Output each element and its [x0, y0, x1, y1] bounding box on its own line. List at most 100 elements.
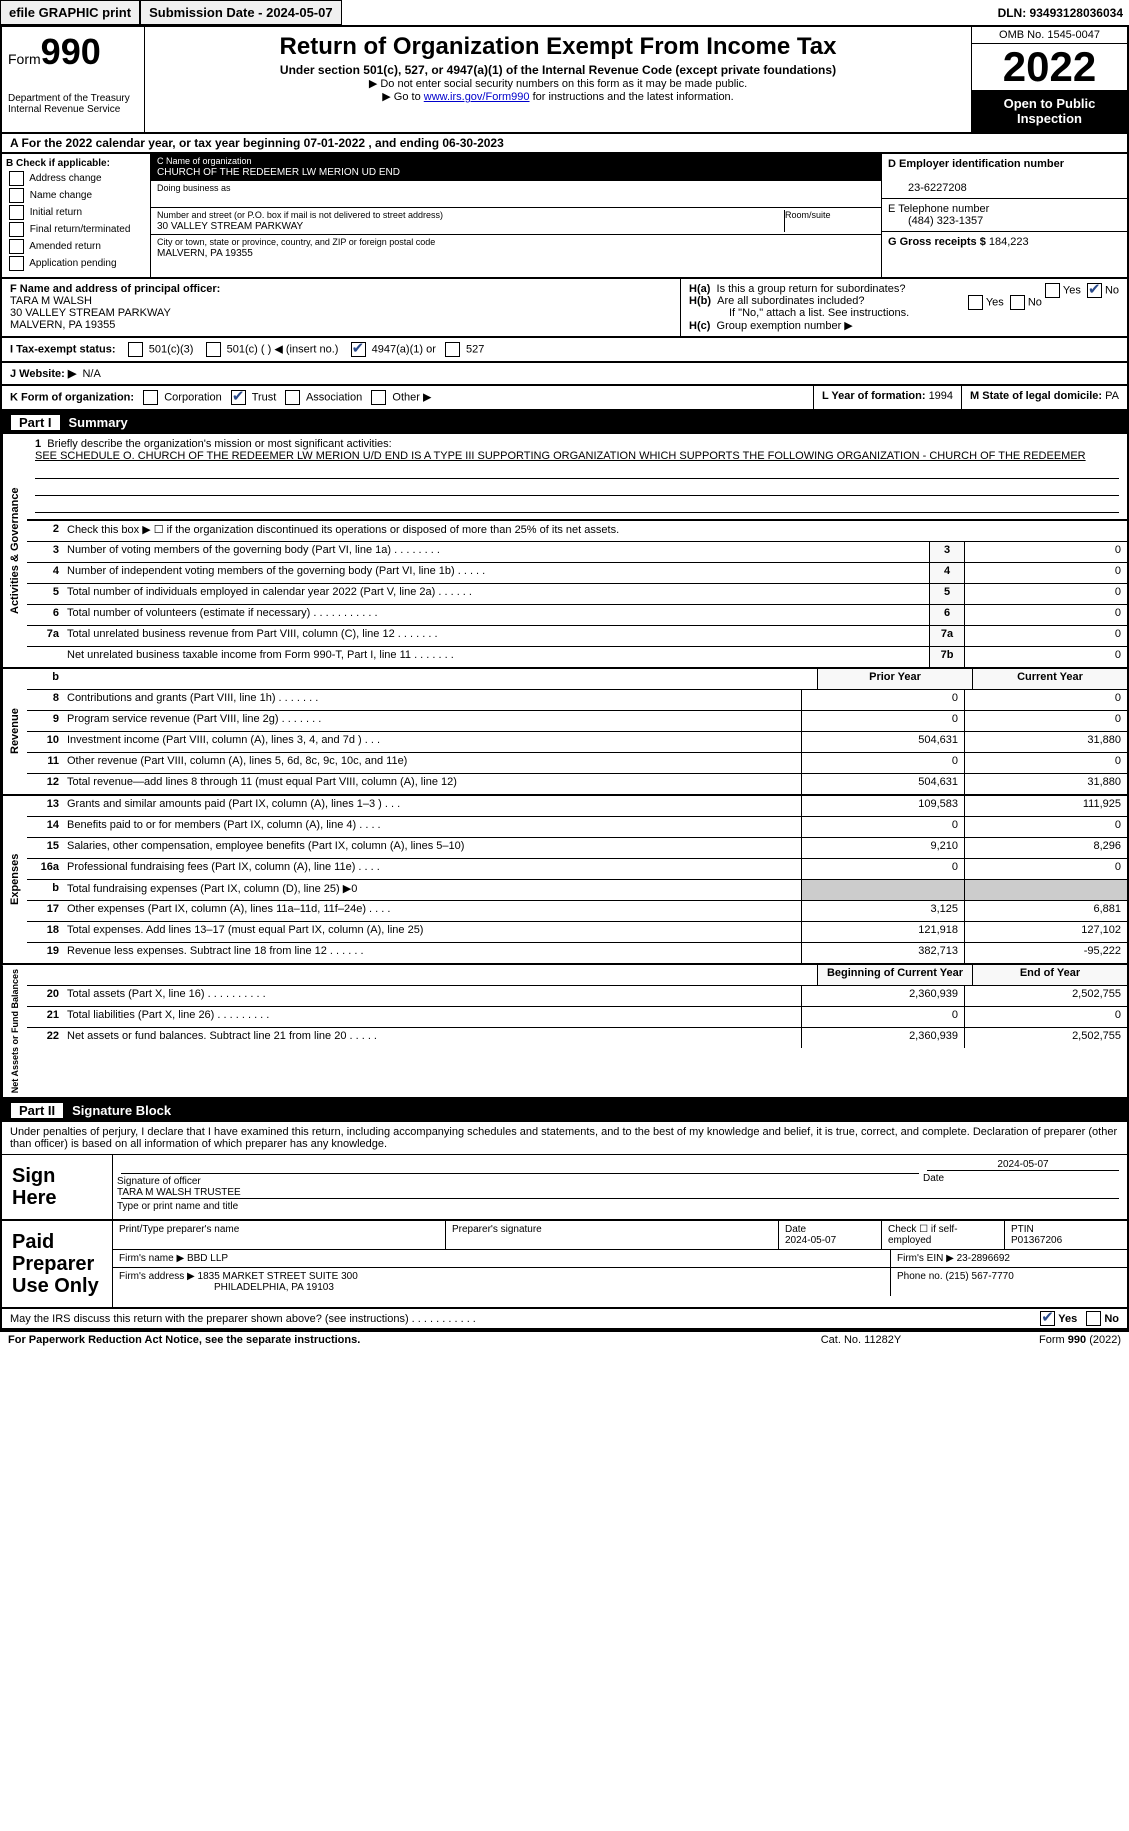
cb-assoc[interactable] [285, 390, 300, 405]
opt-501c3: 501(c)(3) [149, 343, 194, 355]
cb-label: Name change [30, 190, 92, 201]
opt-4947: 4947(a)(1) or [372, 343, 436, 355]
phone-label: Phone no. [897, 1271, 943, 1282]
ln: 15 [27, 838, 63, 858]
paid-preparer-block: Paid Preparer Use Only Print/Type prepar… [2, 1220, 1127, 1307]
sig-name-title: TARA M WALSH TRUSTEE [117, 1187, 1123, 1198]
desc: Total assets (Part X, line 16) . . . . .… [63, 986, 801, 1006]
addr-label: Number and street (or P.O. box if mail i… [157, 210, 443, 220]
desc: Revenue less expenses. Subtract line 18 … [63, 943, 801, 963]
checkbox-final-return[interactable] [9, 222, 24, 237]
ln: 9 [27, 711, 63, 731]
ha-no-checkbox[interactable] [1087, 283, 1102, 298]
org-name-label: C Name of organization [157, 156, 252, 166]
section-c: C Name of organization CHURCH OF THE RED… [151, 154, 881, 277]
begin-val: 0 [801, 1007, 964, 1027]
firm-name-label: Firm's name ▶ [119, 1253, 184, 1264]
desc: Other revenue (Part VIII, column (A), li… [63, 753, 801, 773]
curr-val: 0 [964, 817, 1127, 837]
omb-number: OMB No. 1545-0047 [972, 27, 1127, 44]
sig-date: 2024-05-07 [923, 1159, 1123, 1170]
cb-4947[interactable] [351, 342, 366, 357]
website-value: N/A [82, 368, 100, 380]
ln: 4 [27, 563, 63, 583]
checkbox-amended[interactable] [9, 239, 24, 254]
prep-date-label: Date [785, 1224, 806, 1235]
sect-m-label: M State of legal domicile: [970, 390, 1102, 402]
form-subtitle: Under section 501(c), 527, or 4947(a)(1)… [149, 63, 967, 77]
sign-here-label: Sign Here [2, 1155, 113, 1219]
curr-val: 0 [964, 711, 1127, 731]
hc-text: Group exemption number ▶ [717, 320, 853, 332]
cb-501c[interactable] [206, 342, 221, 357]
curr-val: 111,925 [964, 796, 1127, 816]
part2-num: Part II [10, 1102, 64, 1119]
netassets-section: Net Assets or Fund Balances Beginning of… [0, 965, 1129, 1099]
cb-trust[interactable] [231, 390, 246, 405]
mission-text: SEE SCHEDULE O. CHURCH OF THE REDEEMER L… [35, 450, 1086, 462]
cb-corp[interactable] [143, 390, 158, 405]
firm-addr1: 1835 MARKET STREET SUITE 300 [198, 1271, 358, 1282]
cb-527[interactable] [445, 342, 460, 357]
vtab-governance: Activities & Governance [2, 434, 27, 667]
hb-no-checkbox[interactable] [1010, 295, 1025, 310]
checkbox-initial-return[interactable] [9, 205, 24, 220]
part1-num: Part I [10, 414, 61, 431]
cb-label: Initial return [30, 207, 82, 218]
ln: b [27, 880, 63, 900]
firm-addr2: PHILADELPHIA, PA 19103 [119, 1282, 334, 1293]
cb-label: Final return/terminated [30, 224, 131, 235]
ein-value: 23-6227208 [888, 182, 967, 194]
cb-label: Amended return [29, 241, 101, 252]
hb-yes-checkbox[interactable] [968, 295, 983, 310]
ln: 7a [27, 626, 63, 646]
val: 0 [964, 542, 1127, 562]
checkbox-address-change[interactable] [9, 171, 24, 186]
cb-501c3[interactable] [128, 342, 143, 357]
curr-val: 0 [964, 753, 1127, 773]
ln: 17 [27, 901, 63, 921]
discuss-no-checkbox[interactable] [1086, 1311, 1101, 1326]
state-domicile: PA [1105, 390, 1119, 402]
ha-yes-checkbox[interactable] [1045, 283, 1060, 298]
paid-prep-label: Paid Preparer Use Only [2, 1221, 113, 1307]
prior-val: 3,125 [801, 901, 964, 921]
curr-val: 8,296 [964, 838, 1127, 858]
officer-label: F Name and address of principal officer: [10, 283, 672, 295]
ha-text: Is this a group return for subordinates? [717, 283, 906, 295]
desc: Total number of individuals employed in … [63, 584, 929, 604]
opt-trust: Trust [252, 391, 277, 403]
section-b-title: B Check if applicable: [6, 158, 146, 169]
dln-label: DLN: 93493128036034 [998, 6, 1129, 20]
officer-name: TARA M WALSH [10, 295, 672, 307]
ln: 14 [27, 817, 63, 837]
opt-other: Other ▶ [392, 391, 431, 403]
current-header: Current Year [972, 669, 1127, 689]
submission-date-label: Submission Date - 2024-05-07 [140, 0, 342, 25]
discuss-yes-checkbox[interactable] [1040, 1311, 1055, 1326]
pra-notice: For Paperwork Reduction Act Notice, see … [8, 1334, 761, 1346]
ln [27, 647, 63, 667]
box: 3 [929, 542, 964, 562]
checkbox-name-change[interactable] [9, 188, 24, 203]
checkbox-app-pending[interactable] [9, 256, 24, 271]
cb-other[interactable] [371, 390, 386, 405]
sig-name-title-label: Type or print name and title [117, 1201, 1123, 1212]
efile-print-button[interactable]: efile GRAPHIC print [0, 0, 140, 25]
sect-i-label: I Tax-exempt status: [10, 343, 116, 355]
prep-sig-label: Preparer's signature [452, 1224, 542, 1235]
part1-title: Summary [69, 415, 128, 430]
opt-527: 527 [466, 343, 484, 355]
desc: Total revenue—add lines 8 through 11 (mu… [63, 774, 801, 794]
prior-header: Prior Year [817, 669, 972, 689]
desc: Net unrelated business taxable income fr… [63, 647, 929, 667]
ln: 13 [27, 796, 63, 816]
org-name: CHURCH OF THE REDEEMER LW MERION UD END [157, 167, 400, 178]
irs-link[interactable]: www.irs.gov/Form990 [424, 91, 530, 103]
opt-corp: Corporation [164, 391, 221, 403]
desc: Total number of volunteers (estimate if … [63, 605, 929, 625]
prep-date: 2024-05-07 [785, 1235, 836, 1246]
ptin-label: PTIN [1011, 1224, 1034, 1235]
vtab-revenue: Revenue [2, 669, 27, 794]
val: 0 [964, 647, 1127, 667]
